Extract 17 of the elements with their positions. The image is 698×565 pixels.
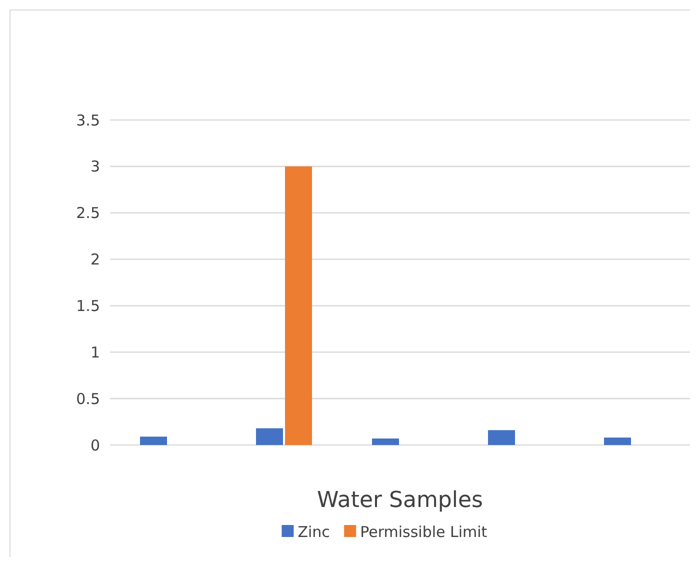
y-tick-label: 3.5 [76,111,100,130]
legend-label: Permissible Limit [360,523,488,541]
y-tick-label: 1.5 [76,296,100,315]
y-tick-label: 2.5 [76,204,100,222]
legend-label: Zinc [298,523,330,541]
bar [256,428,283,445]
x-axis-title: Water Samples [317,488,483,513]
bar [604,438,631,445]
bar [140,436,167,445]
y-tick-label: 2 [90,250,100,269]
bar [285,166,312,445]
bar [372,438,399,445]
y-tick-label: 3 [90,158,100,176]
bar [488,430,515,445]
y-tick-label: 1 [90,343,100,362]
y-tick-label: 0.5 [76,390,100,408]
y-tick-label: 0 [90,436,100,454]
